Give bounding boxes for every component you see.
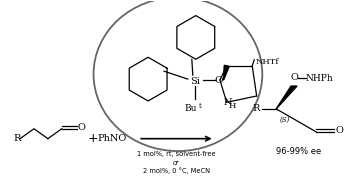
Polygon shape [276,86,297,109]
Text: t: t [199,102,201,110]
Text: O: O [214,76,223,85]
Text: NHPh: NHPh [306,74,334,83]
Text: R: R [13,134,20,143]
Text: Bu: Bu [184,104,197,113]
Text: H: H [229,102,236,110]
Text: O: O [336,126,344,135]
Polygon shape [224,65,229,80]
Text: R: R [252,104,259,113]
Text: 1 mol%, rt, solvent-free: 1 mol%, rt, solvent-free [137,151,216,156]
Text: N: N [224,98,232,107]
Text: Si: Si [190,77,200,86]
Text: 2 mol%, 0 °C, MeCN: 2 mol%, 0 °C, MeCN [143,167,210,174]
Text: +: + [88,132,98,145]
Text: O: O [78,123,85,132]
Text: (S): (S) [280,116,290,124]
Text: or: or [173,160,180,166]
Text: O: O [290,73,298,82]
Text: 96-99% ee: 96-99% ee [276,147,322,156]
Text: PhNO: PhNO [98,134,127,143]
Text: NHTf: NHTf [255,58,279,66]
